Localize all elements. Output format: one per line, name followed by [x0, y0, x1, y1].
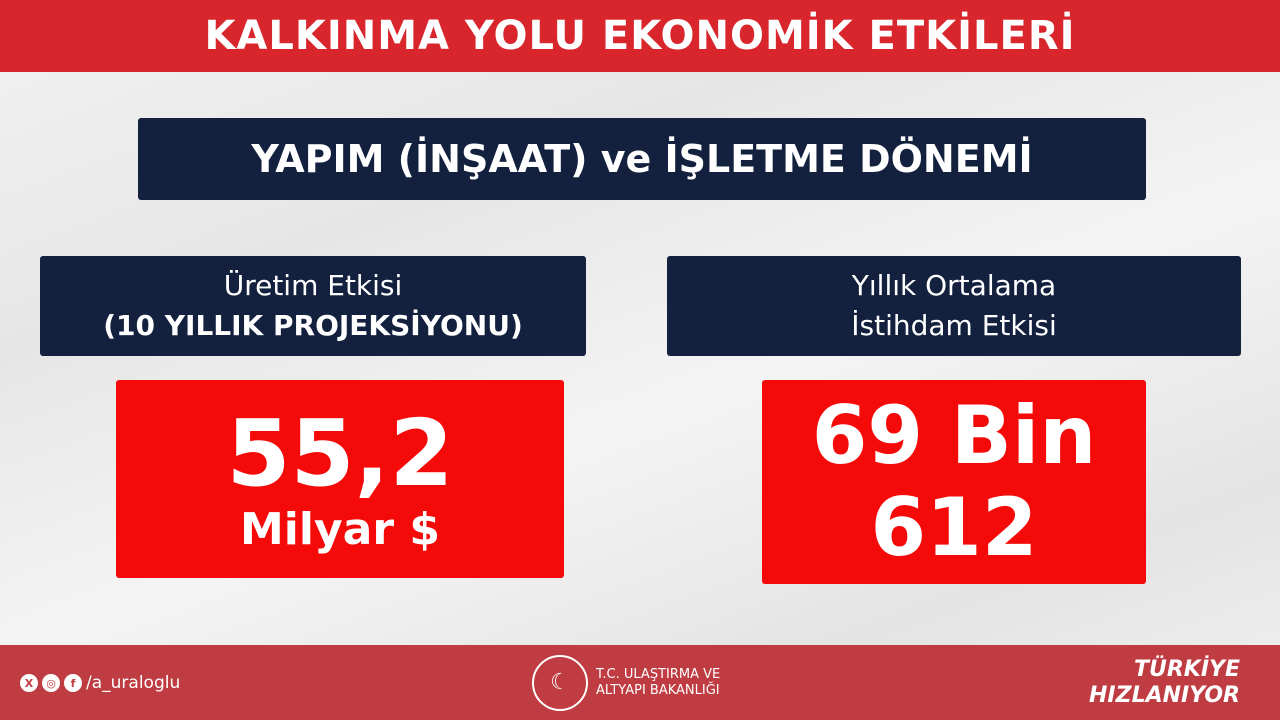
title-text: KALKINMA YOLU EKONOMİK ETKİLERİ [204, 13, 1076, 59]
employment-label-line1: Yıllık Ortalama [851, 269, 1057, 302]
production-unit: Milyar $ [240, 503, 440, 555]
employment-value-box: 69 Bin 612 [762, 380, 1146, 584]
slogan-logo: TÜRKİYE HIZLANIYOR [1089, 657, 1240, 709]
employment-value-line1: 69 Bin [811, 389, 1097, 482]
ministry-line1: T.C. ULAŞTIRMA VE [596, 667, 721, 682]
x-icon[interactable]: X [20, 674, 38, 692]
instagram-icon[interactable]: ◎ [42, 674, 60, 692]
production-label-line2: (10 YILLIK PROJEKSİYONU) [103, 309, 523, 342]
social-links: X ◎ f /a_uraloglu [20, 673, 180, 693]
subtitle-banner: YAPIM (İNŞAAT) ve İŞLETME DÖNEMİ [138, 118, 1146, 200]
ministry-seal-icon: ☾ [532, 655, 588, 711]
employment-value-line2: 612 [870, 481, 1038, 574]
production-value-box: 55,2 Milyar $ [116, 380, 564, 578]
slogan-line1: TÜRKİYE [1133, 657, 1240, 682]
employment-label-line2: İstihdam Etkisi [851, 309, 1057, 342]
social-handle: /a_uraloglu [86, 673, 181, 693]
ministry-logo: ☾ T.C. ULAŞTIRMA VE ALTYAPI BAKANLIĞI [532, 655, 720, 711]
facebook-icon[interactable]: f [64, 674, 82, 692]
subtitle-text: YAPIM (İNŞAAT) ve İŞLETME DÖNEMİ [251, 137, 1033, 181]
slogan-line2: HIZLANIYOR [1089, 683, 1240, 708]
production-label-line1: Üretim Etkisi [223, 269, 403, 302]
production-label: Üretim Etkisi (10 YILLIK PROJEKSİYONU) [40, 256, 586, 356]
page-title: KALKINMA YOLU EKONOMİK ETKİLERİ [0, 0, 1280, 72]
footer: X ◎ f /a_uraloglu ☾ T.C. ULAŞTIRMA VE ALT… [0, 645, 1280, 720]
production-value: 55,2 [226, 399, 454, 507]
ministry-line2: ALTYAPI BAKANLIĞI [596, 683, 720, 698]
employment-label: Yıllık Ortalama İstihdam Etkisi [667, 256, 1241, 356]
